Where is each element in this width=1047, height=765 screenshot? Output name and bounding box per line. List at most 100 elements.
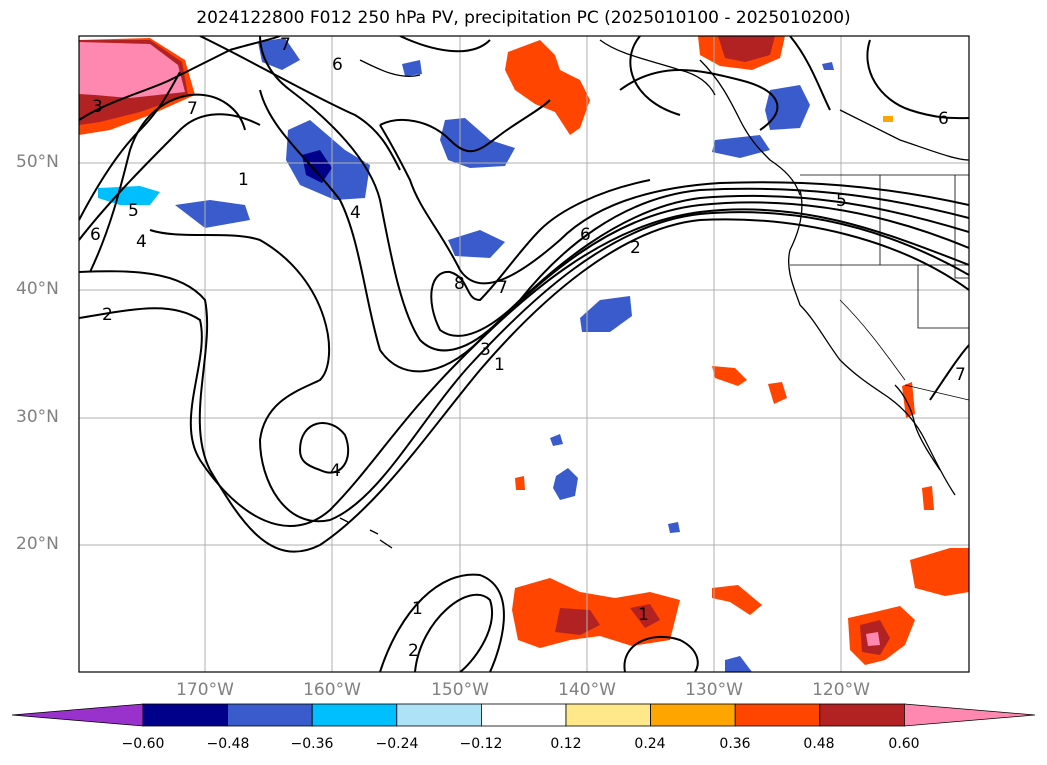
lon-label: 120°W <box>812 680 870 700</box>
precip-positive-region <box>712 585 762 615</box>
colorbar-segment <box>227 703 313 727</box>
pv-contour <box>430 179 969 337</box>
colorbar-extend-min <box>11 703 144 727</box>
colorbar-tick-label: −0.12 <box>459 736 503 752</box>
pv-contour <box>259 36 969 352</box>
coastlines <box>339 39 969 549</box>
contour-labels: 3 7 6 5 4 6 2 1 4 7 8 7 6 2 3 1 4 2 1 1 … <box>90 35 966 661</box>
colorbar <box>11 703 1036 727</box>
map-title: 2024122800 F012 250 hPa PV, precipitatio… <box>196 8 851 28</box>
colorbar-segment <box>142 703 228 727</box>
colorbar-segment <box>650 703 736 727</box>
contour-label: 5 <box>836 191 847 211</box>
contour-label: 4 <box>136 232 147 252</box>
contour-label: 6 <box>90 225 101 245</box>
pv-contours <box>79 36 969 672</box>
precip-negative-region <box>440 118 515 168</box>
coastline <box>359 59 421 77</box>
pv-contour <box>199 36 401 171</box>
colorbar-tick-label: 0.48 <box>803 736 835 752</box>
lat-label: 20°N <box>16 534 59 554</box>
contour-label: 1 <box>638 605 649 625</box>
colorbar-segment <box>819 703 905 727</box>
border-line <box>917 265 969 329</box>
precip-positive-region <box>718 36 775 62</box>
contour-label: 4 <box>330 461 341 481</box>
colorbar-tick-label: −0.24 <box>375 736 419 752</box>
colorbar-segment <box>565 703 651 727</box>
pv-contour <box>629 36 681 116</box>
border-line <box>839 299 906 381</box>
contour-label: 4 <box>350 203 361 223</box>
colorbar-segment <box>396 703 482 727</box>
lon-label: 160°W <box>303 680 361 700</box>
contour-label: 1 <box>238 170 249 190</box>
lat-label: 50°N <box>16 152 59 172</box>
contour-label: 7 <box>280 35 291 55</box>
precip-negative-region <box>258 38 300 70</box>
precip-positive-region <box>712 366 747 386</box>
precip-negative-region <box>725 656 752 672</box>
lon-label: 150°W <box>431 680 489 700</box>
colorbar-segment <box>480 703 567 727</box>
precip-positive-region <box>505 40 590 135</box>
contour-label: 3 <box>92 97 103 117</box>
colorbar-segment <box>311 703 398 727</box>
precip-negative-region <box>580 296 632 332</box>
precip-negative-region <box>286 120 370 200</box>
colorbar-tick-label: 0.60 <box>888 736 920 752</box>
contour-label: 2 <box>630 238 641 258</box>
precip-negative-region <box>402 60 422 76</box>
pv-contour <box>89 93 246 273</box>
precip-positive-region <box>922 486 934 510</box>
contour-label: 2 <box>102 305 113 325</box>
precip-negative-region <box>302 150 332 183</box>
precip-positive-region <box>512 578 680 648</box>
precip-positive-region <box>866 632 880 646</box>
precip-negative-region <box>553 468 578 500</box>
contour-label: 5 <box>128 201 139 221</box>
contour-label: 2 <box>408 641 419 661</box>
pv-contour <box>379 573 505 672</box>
border-line <box>904 384 969 401</box>
lat-label: 30°N <box>16 407 59 427</box>
precip-positive-region <box>555 608 600 635</box>
coastline <box>699 59 801 196</box>
precip-positive-region <box>768 382 787 404</box>
pv-contour <box>79 36 281 121</box>
contour-label: 6 <box>580 225 591 245</box>
colorbar-tick-label: −0.36 <box>290 736 334 752</box>
contour-label: 7 <box>497 278 508 298</box>
colorbar-segment <box>734 703 821 727</box>
state-borders <box>790 174 969 401</box>
pv-contour <box>379 99 551 153</box>
contour-label: 1 <box>494 355 505 375</box>
lat-label: 40°N <box>16 279 59 299</box>
colorbar-tick-label: 0.24 <box>634 736 666 752</box>
precip-positive-region <box>515 476 525 490</box>
colorbar-tick-label: −0.60 <box>121 736 165 752</box>
pv-contour <box>298 422 350 474</box>
precip-negative-region <box>550 434 563 446</box>
precip-negative-region <box>175 200 250 228</box>
contour-label: 6 <box>938 109 949 129</box>
precip-negative-region <box>448 230 505 258</box>
border-line <box>954 175 969 279</box>
contour-label: 8 <box>454 274 465 294</box>
coastline <box>339 517 393 549</box>
precip-fields <box>79 36 969 672</box>
contour-label: 3 <box>480 340 491 360</box>
lon-label: 170°W <box>176 680 234 700</box>
coastline <box>788 189 956 496</box>
pv-contour <box>79 218 969 553</box>
pv-contour <box>79 113 261 241</box>
pv-contour <box>149 211 969 523</box>
pv-contour <box>619 69 779 131</box>
plot-background <box>79 36 969 672</box>
pv-contour <box>414 593 493 672</box>
precip-negative-region <box>822 62 834 70</box>
pv-contour <box>789 36 831 111</box>
pv-contour <box>623 635 699 672</box>
pv-contour <box>379 124 969 285</box>
